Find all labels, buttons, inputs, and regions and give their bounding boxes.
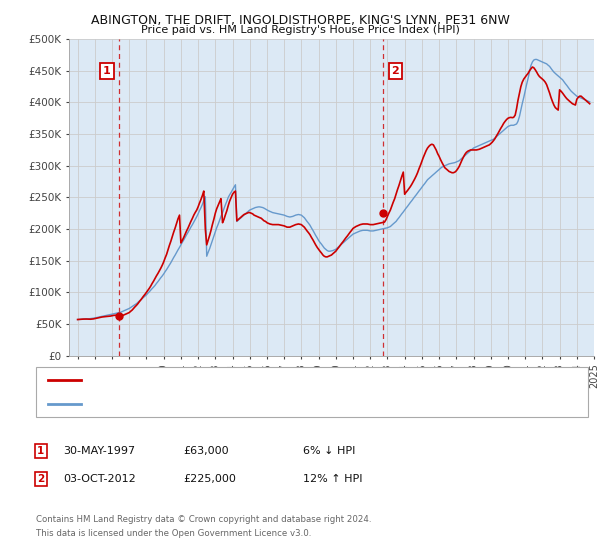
Text: Contains HM Land Registry data © Crown copyright and database right 2024.: Contains HM Land Registry data © Crown c… bbox=[36, 515, 371, 524]
Text: ABINGTON, THE DRIFT, INGOLDISTHORPE, KING'S LYNN, PE31 6NW (detached house): ABINGTON, THE DRIFT, INGOLDISTHORPE, KIN… bbox=[87, 376, 488, 385]
Text: £225,000: £225,000 bbox=[183, 474, 236, 484]
Text: 1: 1 bbox=[103, 66, 111, 76]
Text: This data is licensed under the Open Government Licence v3.0.: This data is licensed under the Open Gov… bbox=[36, 529, 311, 538]
Text: 12% ↑ HPI: 12% ↑ HPI bbox=[303, 474, 362, 484]
Text: £63,000: £63,000 bbox=[183, 446, 229, 456]
Text: 03-OCT-2012: 03-OCT-2012 bbox=[63, 474, 136, 484]
Text: 1: 1 bbox=[37, 446, 44, 456]
Text: 2: 2 bbox=[391, 66, 399, 76]
Text: Price paid vs. HM Land Registry's House Price Index (HPI): Price paid vs. HM Land Registry's House … bbox=[140, 25, 460, 35]
Text: ABINGTON, THE DRIFT, INGOLDISTHORPE, KING'S LYNN, PE31 6NW: ABINGTON, THE DRIFT, INGOLDISTHORPE, KIN… bbox=[91, 14, 509, 27]
Text: 2: 2 bbox=[37, 474, 44, 484]
Text: 6% ↓ HPI: 6% ↓ HPI bbox=[303, 446, 355, 456]
Text: 30-MAY-1997: 30-MAY-1997 bbox=[63, 446, 135, 456]
Text: HPI: Average price, detached house, King's Lynn and West Norfolk: HPI: Average price, detached house, King… bbox=[87, 399, 401, 408]
